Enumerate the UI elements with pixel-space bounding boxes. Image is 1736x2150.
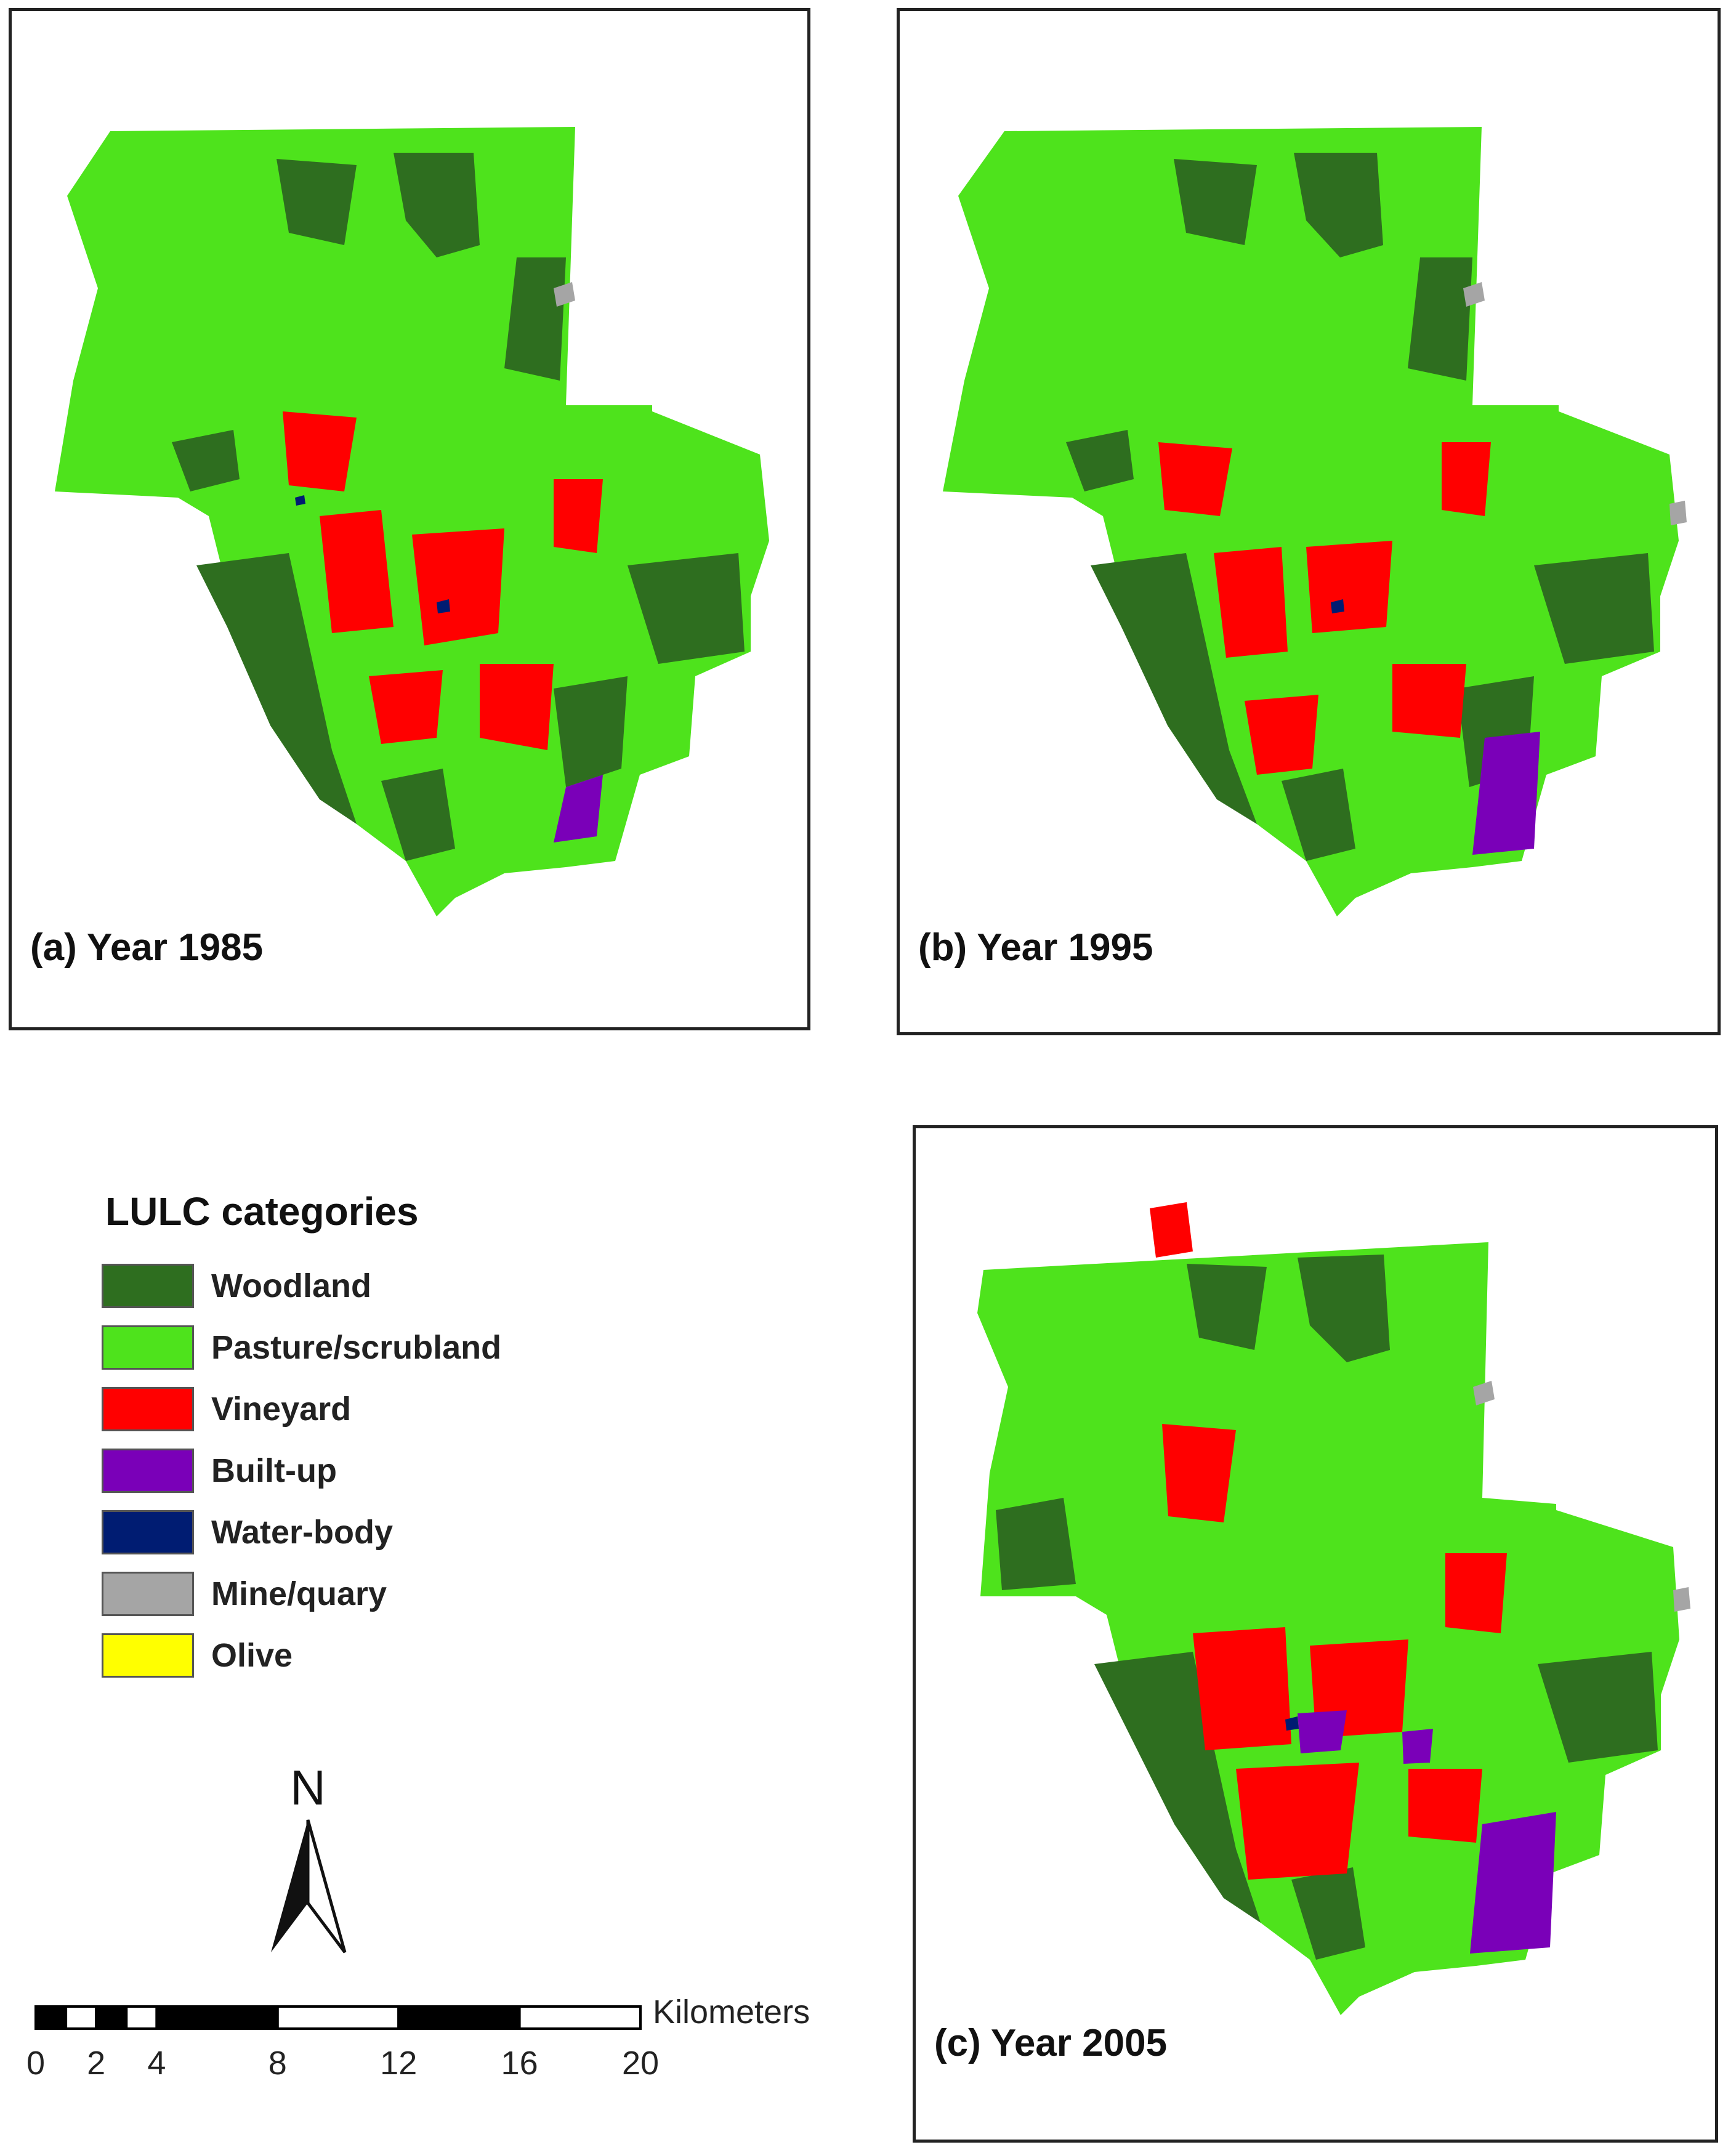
scale-bar-segments: [34, 2005, 642, 2030]
scale-bar-segment: [125, 2005, 158, 2030]
scale-bar-segment: [34, 2005, 68, 2030]
legend-item-vineyard: Vineyard: [102, 1378, 656, 1440]
legend-label-builtup: Built-up: [211, 1452, 337, 1489]
north-arrow-left-half: [271, 1820, 308, 1952]
legend-swatch-olive: [102, 1633, 194, 1678]
legend-swatch-woodland: [102, 1264, 194, 1308]
lulc-legend: LULC categories Woodland Pasture/scrubla…: [102, 1189, 656, 1686]
legend-item-waterbody: Water-body: [102, 1501, 656, 1563]
north-arrow-icon: N: [271, 1761, 347, 1954]
scale-bar-tick-labels: 0 2 4 8 12 16 20: [26, 2045, 659, 2082]
legend-swatch-pasture: [102, 1325, 194, 1370]
scale-bar-segment: [65, 2005, 98, 2030]
scale-unit-label: Kilometers: [653, 1995, 810, 2031]
legend-swatch-waterbody: [102, 1510, 194, 1554]
map-panel-1985: (a) Year 1985: [9, 8, 810, 1030]
north-label: N: [290, 1761, 326, 1815]
legend-swatch-mine: [102, 1572, 194, 1616]
scale-bar: Kilometers 0 2 4 8 12 16 20: [26, 1995, 810, 2082]
legend-title: LULC categories: [105, 1189, 419, 1234]
panel-label-1985: (a) Year 1985: [30, 926, 264, 969]
legend-label-waterbody: Water-body: [211, 1514, 393, 1551]
scale-tick-label: 20: [622, 2045, 659, 2082]
legend-swatch-builtup: [102, 1449, 194, 1493]
legend-label-woodland: Woodland: [211, 1267, 371, 1304]
scale-bar-segment: [155, 2005, 279, 2030]
scale-tick-label: 16: [501, 2045, 538, 2082]
north-arrow-right-half: [306, 1819, 347, 1954]
scale-bar-segment: [397, 2005, 521, 2030]
lulc-map-1995: [943, 127, 1687, 916]
scale-tick-label: 2: [87, 2045, 105, 2082]
scale-bar-segment: [95, 2005, 128, 2030]
panel-label-1995: (b) Year 1995: [918, 926, 1153, 969]
map-panel-2005: (c) Year 2005: [913, 1125, 1718, 2143]
legend-item-woodland: Woodland: [102, 1255, 656, 1317]
lulc-map-1985: [55, 127, 769, 916]
scale-tick-label: 12: [380, 2045, 417, 2082]
panel-label-2005: (c) Year 2005: [934, 2022, 1168, 2064]
map-panel-1995: (b) Year 1995: [897, 8, 1721, 1035]
legend-item-pasture: Pasture/scrubland: [102, 1317, 656, 1378]
legend-label-olive: Olive: [211, 1637, 293, 1674]
scale-tick-label: 8: [268, 2045, 287, 2082]
legend-swatch-vineyard: [102, 1387, 194, 1431]
scale-tick-label: 0: [26, 2045, 45, 2082]
lulc-map-2005: [977, 1202, 1690, 2015]
legend-label-pasture: Pasture/scrubland: [211, 1329, 502, 1366]
legend-label-vineyard: Vineyard: [211, 1391, 352, 1428]
legend-item-mine: Mine/quary: [102, 1563, 656, 1625]
scale-bar-segment: [276, 2005, 400, 2030]
legend-item-olive: Olive: [102, 1625, 656, 1686]
legend-item-builtup: Built-up: [102, 1440, 656, 1501]
scale-bar-segment: [518, 2005, 642, 2030]
scale-tick-label: 4: [147, 2045, 166, 2082]
legend-label-mine: Mine/quary: [211, 1575, 387, 1612]
